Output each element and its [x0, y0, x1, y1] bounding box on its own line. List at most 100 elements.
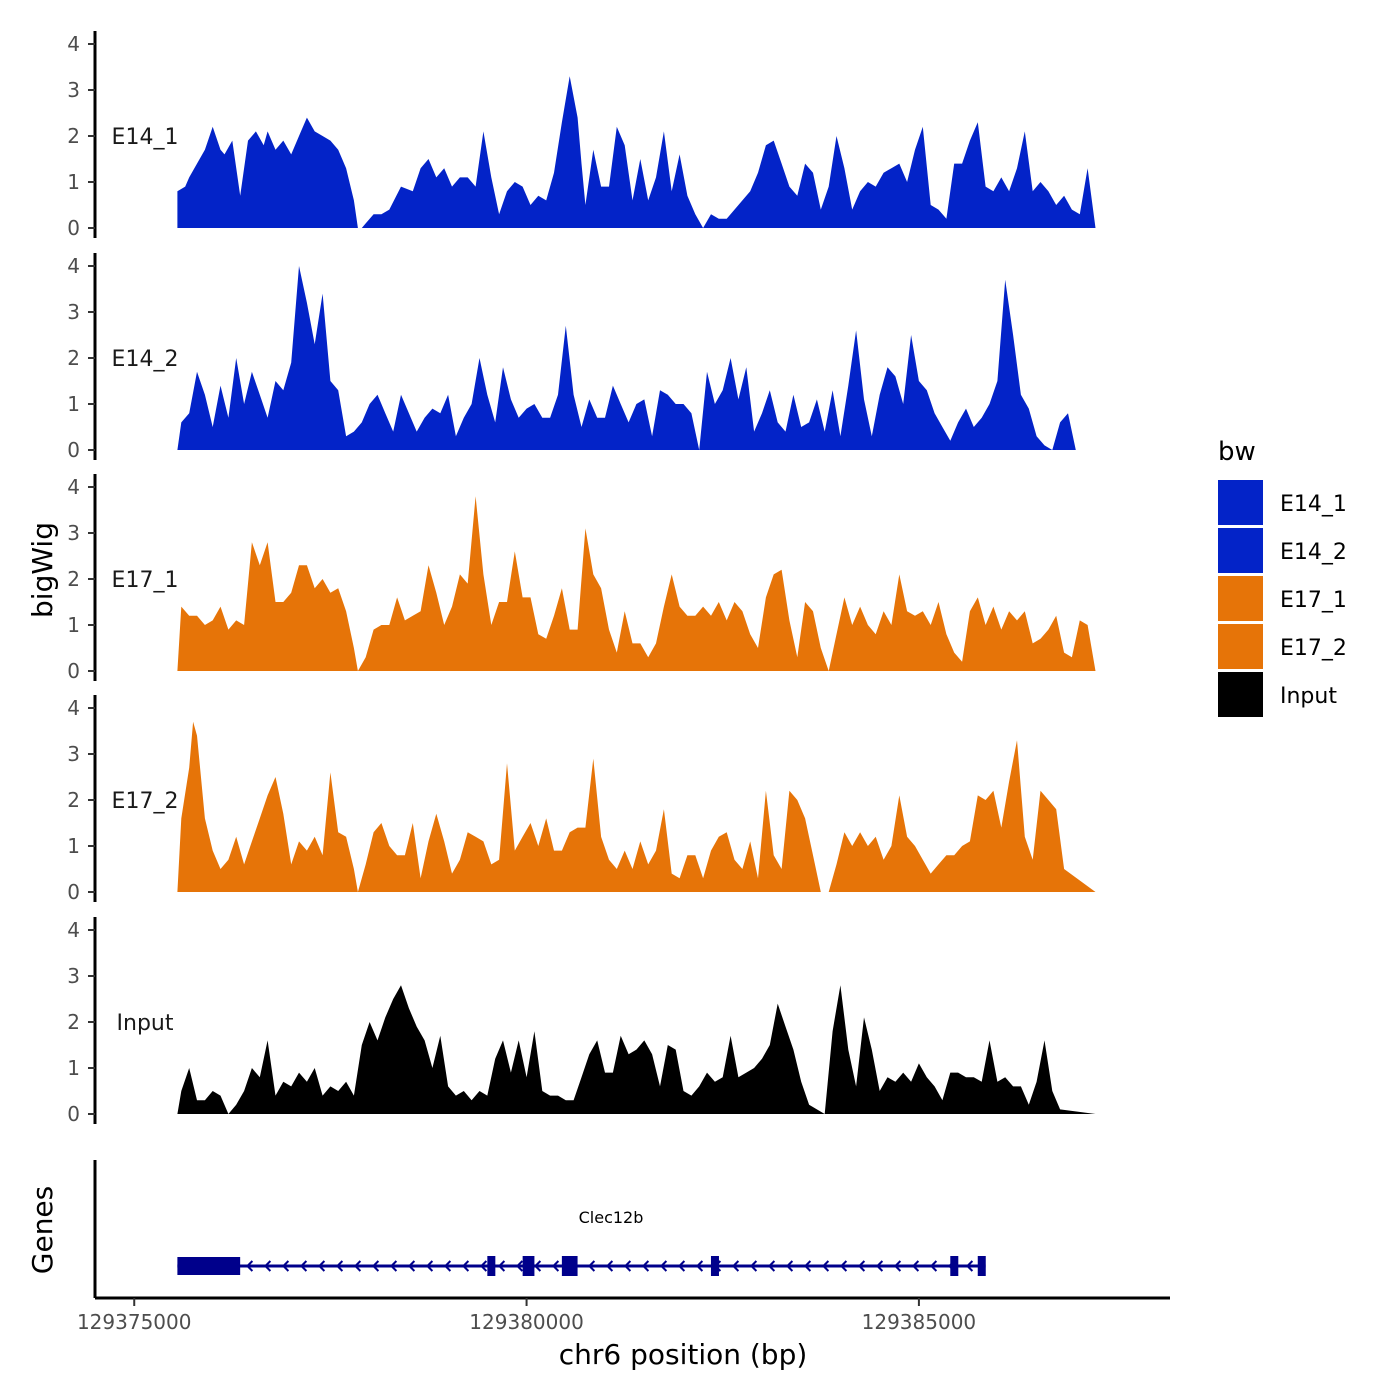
legend-swatch [1218, 528, 1263, 573]
track-label: E17_2 [112, 789, 179, 814]
track-label: E14_2 [112, 347, 179, 372]
strand-arrow [893, 1260, 902, 1272]
legend-title: bw [1218, 437, 1256, 467]
strand-arrow [785, 1260, 794, 1272]
legend-swatch [1218, 576, 1263, 621]
strand-arrow [767, 1260, 776, 1272]
y-tick-label: 1 [67, 1056, 80, 1080]
x-tick-label: 129385000 [862, 1310, 977, 1334]
gene-exon [177, 1257, 241, 1275]
y-tick-label: 4 [67, 475, 80, 499]
y-tick-label: 1 [67, 613, 80, 637]
y-tick-label: 4 [67, 696, 80, 720]
track-e14-2: 0 1 2 3 4 E14_2 [67, 253, 1076, 462]
strand-arrow [821, 1260, 830, 1272]
strand-arrow [605, 1260, 614, 1272]
y-tick-label: 1 [67, 392, 80, 416]
y-tick-label: 2 [67, 346, 80, 370]
gene-exon [977, 1256, 986, 1276]
y-tick-label: 0 [67, 880, 80, 904]
signal-tracks: 0 1 2 3 4 E14_1 0 1 2 3 4 E14_2 0 1 2 3 4 E17_1 0 1 2 3 4 E17_2… [67, 31, 1096, 1126]
strand-arrow [875, 1260, 884, 1272]
genes-track-label: Genes [26, 1186, 59, 1274]
signal-area-e14-2 [177, 266, 1076, 450]
legend-label: E17_2 [1280, 636, 1347, 661]
strand-arrow [425, 1260, 434, 1272]
strand-arrow [929, 1260, 938, 1272]
y-tick-label: 4 [67, 32, 80, 56]
genes-track: Genes Clec12b [26, 1160, 986, 1298]
gene-exon [522, 1256, 535, 1276]
strand-arrow [479, 1260, 488, 1272]
legend-swatch [1218, 672, 1263, 717]
gene-exon [487, 1256, 496, 1276]
legend-label: E17_1 [1280, 588, 1347, 613]
strand-arrow [731, 1260, 740, 1272]
track-e17-2: 0 1 2 3 4 E17_2 [67, 695, 1096, 904]
track-input: 0 1 2 3 4 Input [67, 917, 1096, 1126]
strand-arrow [335, 1260, 344, 1272]
track-e17-1: 0 1 2 3 4 E17_1 [67, 474, 1096, 683]
x-axis: 129375000 129380000 129385000 [77, 1296, 1170, 1334]
strand-arrow [497, 1260, 506, 1272]
track-label: Input [117, 1011, 174, 1036]
legend-label: E14_1 [1280, 492, 1347, 517]
strand-arrow [371, 1260, 380, 1272]
y-tick-label: 2 [67, 788, 80, 812]
y-tick-label: 1 [67, 834, 80, 858]
legend: bw E14_1 E14_2 E17_1 E17_2 Input [1218, 437, 1347, 717]
signal-area-e17-1 [177, 496, 1096, 671]
strand-arrow [299, 1260, 308, 1272]
gene-name-label: Clec12b [579, 1208, 644, 1227]
strand-arrow [587, 1260, 596, 1272]
strand-arrow [695, 1260, 704, 1272]
y-tick-label: 2 [67, 567, 80, 591]
y-tick-label: 3 [67, 78, 80, 102]
y-tick-label: 4 [67, 918, 80, 942]
x-tick-label: 129380000 [469, 1310, 584, 1334]
y-tick-label: 3 [67, 300, 80, 324]
legend-label: E14_2 [1280, 540, 1347, 565]
legend-swatch [1218, 624, 1263, 669]
strand-arrow [263, 1260, 272, 1272]
strand-arrow [245, 1260, 254, 1272]
strand-arrow [749, 1260, 758, 1272]
strand-arrow [803, 1260, 812, 1272]
strand-arrow [659, 1260, 668, 1272]
x-tick-label: 129375000 [77, 1310, 192, 1334]
legend-swatch [1218, 480, 1263, 525]
strand-arrow [857, 1260, 866, 1272]
track-e14-1: 0 1 2 3 4 E14_1 [67, 31, 1096, 240]
strand-arrow [839, 1260, 848, 1272]
y-axis-title: bigWig [26, 522, 59, 618]
strand-arrow [965, 1260, 974, 1272]
y-tick-label: 4 [67, 254, 80, 278]
strand-arrow [623, 1260, 632, 1272]
gene-exon [710, 1256, 719, 1276]
strand-arrow [407, 1260, 416, 1272]
strand-arrow [533, 1260, 542, 1272]
strand-arrow [443, 1260, 452, 1272]
y-tick-label: 3 [67, 521, 80, 545]
track-label: E14_1 [112, 125, 179, 150]
y-tick-label: 0 [67, 438, 80, 462]
signal-area-e17-2 [177, 721, 1096, 892]
strand-arrow [677, 1260, 686, 1272]
y-tick-label: 0 [67, 659, 80, 683]
y-tick-label: 0 [67, 216, 80, 240]
strand-arrow [641, 1260, 650, 1272]
strand-arrow [551, 1260, 560, 1272]
signal-area-input [177, 985, 1096, 1114]
x-axis-title: chr6 position (bp) [559, 1338, 808, 1371]
gene-exon [561, 1256, 578, 1276]
strand-arrow [461, 1260, 470, 1272]
strand-arrow [353, 1260, 362, 1272]
y-tick-label: 3 [67, 964, 80, 988]
strand-arrow [515, 1260, 524, 1272]
strand-arrow [389, 1260, 398, 1272]
gene-exon [950, 1256, 959, 1276]
legend-label: Input [1280, 684, 1337, 709]
signal-area-e14-1 [177, 76, 1096, 228]
strand-arrow [911, 1260, 920, 1272]
